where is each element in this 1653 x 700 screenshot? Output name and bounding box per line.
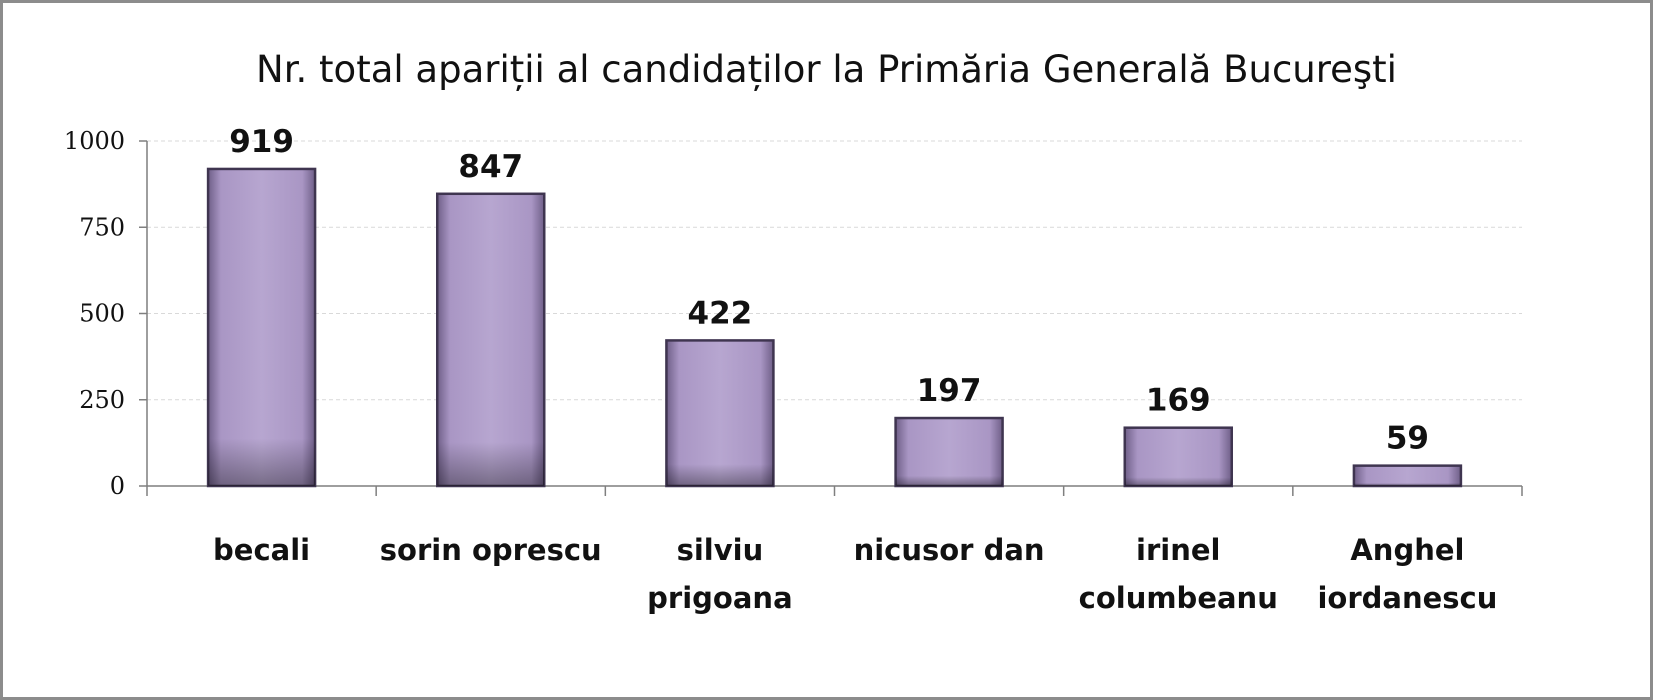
bars	[206, 167, 1463, 488]
data-label: 169	[1146, 383, 1211, 419]
y-tick-label: 250	[79, 386, 125, 414]
category-label: Anghel	[1350, 533, 1464, 567]
category-label: sorin oprescu	[380, 533, 602, 567]
data-label: 197	[917, 373, 982, 409]
bar-shade	[1353, 465, 1461, 486]
category-label: columbeanu	[1079, 581, 1278, 615]
bar-shade	[1124, 427, 1232, 486]
bar-shade	[895, 418, 1003, 486]
y-tick-label: 1000	[64, 127, 125, 155]
category-label: irinel	[1136, 533, 1220, 567]
data-label: 919	[229, 124, 294, 160]
category-label: iordanescu	[1317, 581, 1497, 615]
labels: 0 250 500 750 1000 919 becali 847 sorin oprescu 4…	[64, 124, 1497, 615]
y-tick-label: 0	[110, 472, 125, 500]
axes	[139, 140, 1523, 496]
category-label: nicusor dan	[854, 533, 1045, 567]
data-label: 422	[688, 295, 753, 331]
category-label: silviu	[677, 533, 764, 567]
y-tick-label: 500	[79, 300, 125, 328]
gridlines	[147, 140, 1522, 401]
category-label: becali	[213, 533, 310, 567]
bar-shade	[666, 340, 774, 486]
chart-title: Nr. total apariții al candidaților la Pr…	[256, 48, 1397, 91]
category-label: prigoana	[647, 581, 792, 615]
bar-shade	[437, 193, 545, 486]
y-tick-label: 750	[79, 213, 125, 241]
bar-shade	[208, 168, 316, 486]
data-label: 847	[458, 149, 523, 185]
data-label: 59	[1386, 421, 1429, 457]
